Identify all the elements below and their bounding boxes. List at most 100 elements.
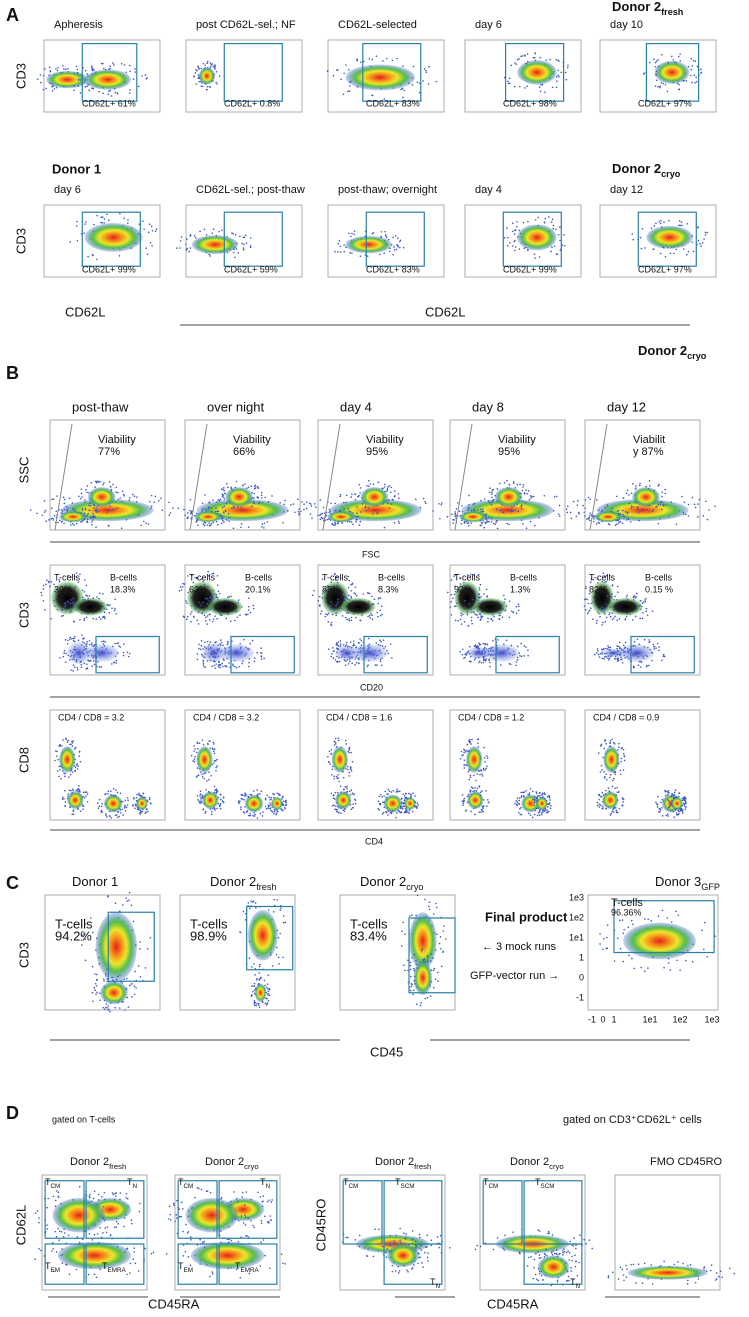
event-dot <box>670 802 672 804</box>
event-dot <box>277 811 279 813</box>
event-dot <box>337 251 339 253</box>
event-dot <box>127 652 129 654</box>
event-dot <box>558 60 560 62</box>
event-dot <box>469 739 471 741</box>
event-dot <box>520 643 522 645</box>
event-dot <box>679 220 681 222</box>
event-dot <box>57 759 59 761</box>
event-dot <box>658 811 660 813</box>
event-dot <box>232 665 234 667</box>
event-dot <box>389 791 391 793</box>
event-dot <box>597 805 599 807</box>
event-dot <box>597 648 599 650</box>
event-dot <box>82 509 84 511</box>
event-dot <box>325 613 327 615</box>
event-dot <box>480 792 482 794</box>
event-dot <box>372 513 374 515</box>
event-dot <box>614 774 616 776</box>
event-dot <box>619 618 621 620</box>
event-dot <box>486 589 488 591</box>
event-dot <box>648 639 650 641</box>
event-dot <box>481 662 483 664</box>
event-dot <box>504 237 506 239</box>
event-dot <box>646 666 648 668</box>
event-dot <box>138 794 140 796</box>
event-dot <box>94 989 96 991</box>
event-dot <box>119 255 121 257</box>
event-dot <box>647 614 649 616</box>
event-dot <box>208 254 210 256</box>
event-dot <box>314 503 316 505</box>
event-dot <box>98 616 100 618</box>
event-dot <box>483 768 485 770</box>
event-dot <box>352 761 354 763</box>
event-dot <box>217 499 219 501</box>
event-dot <box>643 73 645 75</box>
event-dot <box>328 761 330 763</box>
event-dot <box>98 511 100 513</box>
event-dot <box>148 232 150 234</box>
event-dot <box>89 502 91 504</box>
event-dot <box>662 505 664 507</box>
event-dot <box>399 811 401 813</box>
event-dot <box>518 800 520 802</box>
event-dot <box>683 248 685 250</box>
event-dot <box>471 608 473 610</box>
event-dot <box>210 646 212 648</box>
plot-title: day 10 <box>610 19 643 31</box>
event-dot <box>693 60 695 62</box>
event-dot <box>345 740 347 742</box>
event-dot <box>345 743 347 745</box>
event-dot <box>461 801 463 803</box>
event-dot <box>664 656 666 658</box>
event-dot <box>194 748 196 750</box>
event-dot <box>72 745 74 747</box>
event-dot <box>348 775 350 777</box>
event-dot <box>474 645 476 647</box>
event-dot <box>465 810 467 812</box>
event-dot <box>212 621 214 623</box>
event-dot <box>94 973 96 975</box>
event-dot <box>383 639 385 641</box>
event-dot <box>349 510 351 512</box>
event-dot <box>91 644 93 646</box>
event-dot <box>138 965 140 967</box>
event-dot <box>327 756 329 758</box>
event-dot <box>327 621 329 623</box>
event-dot <box>454 513 456 515</box>
event-dot <box>285 804 287 806</box>
event-dot <box>140 812 142 814</box>
event-dot <box>613 742 615 744</box>
event-dot <box>43 585 45 587</box>
event-dot <box>210 64 212 66</box>
event-dot <box>331 774 333 776</box>
event-dot <box>95 993 97 995</box>
event-dot <box>467 522 469 524</box>
event-dot <box>83 663 85 665</box>
event-dot <box>701 72 703 74</box>
event-dot <box>485 658 487 660</box>
event-dot <box>89 640 91 642</box>
event-dot <box>255 487 257 489</box>
event-dot <box>361 640 363 642</box>
event-dot <box>344 659 346 661</box>
event-dot <box>41 595 43 597</box>
event-dot <box>642 228 644 230</box>
event-dot <box>563 234 565 236</box>
event-dot <box>100 618 102 620</box>
event-dot <box>249 957 251 959</box>
event-dot <box>452 519 454 521</box>
event-dot <box>436 81 438 83</box>
event-dot <box>349 749 351 751</box>
event-dot <box>624 760 626 762</box>
event-dot <box>333 804 335 806</box>
event-dot <box>654 225 656 227</box>
event-dot <box>599 608 601 610</box>
event-dot <box>660 253 662 255</box>
event-dot <box>109 815 111 817</box>
density <box>602 791 618 809</box>
event-dot <box>89 644 91 646</box>
event-dot <box>215 82 217 84</box>
density <box>620 644 655 662</box>
plot-title: CD62L-sel.; post-thaw <box>196 184 305 196</box>
